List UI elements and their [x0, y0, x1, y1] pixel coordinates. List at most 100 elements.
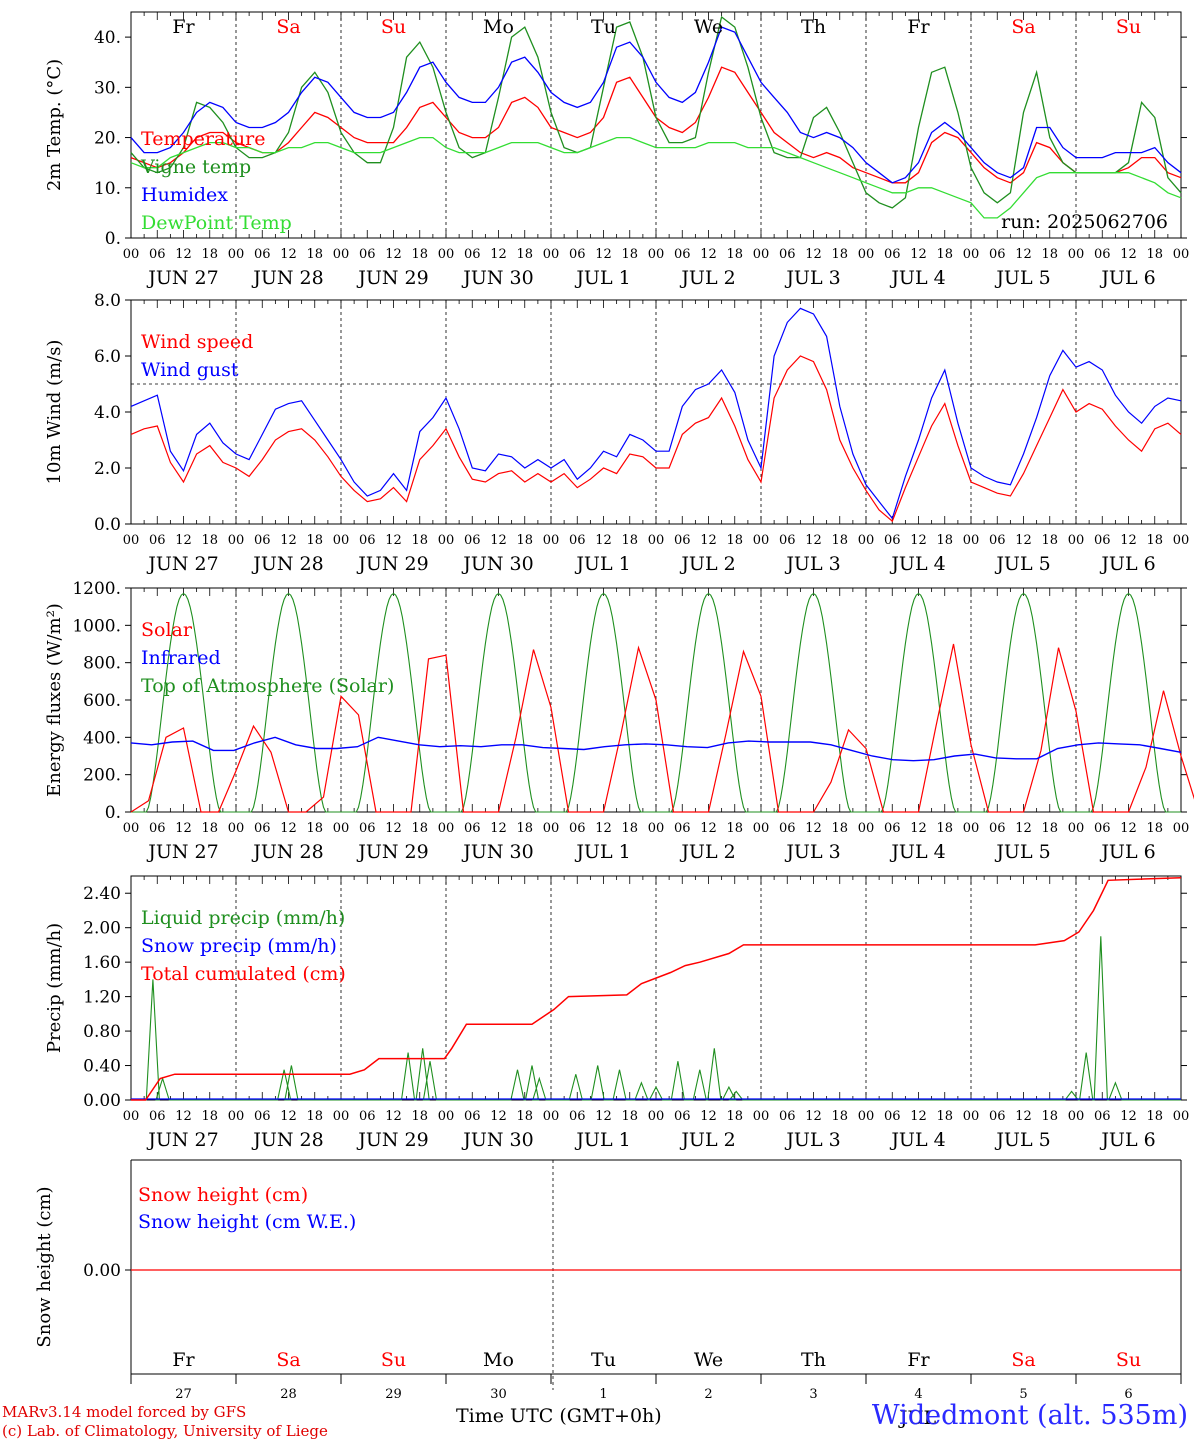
series-line — [130, 643, 1194, 813]
day-number: 3 — [809, 1387, 817, 1402]
weekday-label: We — [694, 1349, 723, 1371]
y-tick-label: 2.0 — [94, 459, 121, 479]
y-tick-label: 1000. — [72, 616, 121, 636]
weekday-label: Fr — [907, 16, 930, 38]
date-label: JUN 27 — [146, 267, 218, 289]
series-line — [130, 136, 1182, 219]
hour-tick-label: 00 — [963, 247, 980, 262]
hour-tick-label: 18 — [1041, 821, 1058, 836]
panel-frame-1 — [130, 299, 1182, 525]
date-label: JUL 4 — [889, 553, 945, 575]
day-number: 30 — [490, 1387, 507, 1402]
hour-tick-label: 00 — [333, 1109, 350, 1124]
date-label: JUN 30 — [461, 267, 533, 289]
date-label: JUL 1 — [574, 267, 630, 289]
hour-tick-label: 06 — [149, 1109, 166, 1124]
hour-tick-label: 18 — [516, 533, 533, 548]
date-label: JUL 1 — [574, 1129, 630, 1151]
hour-tick-label: 18 — [201, 533, 218, 548]
legend-entry: Snow height (cm) — [138, 1184, 308, 1206]
y-tick-label: 0. — [105, 229, 121, 249]
hour-tick-label: 18 — [726, 533, 743, 548]
y-axis-label: 10m Wind (m/s) — [44, 340, 65, 485]
hour-tick-label: 18 — [831, 1109, 848, 1124]
hour-tick-label: 06 — [149, 533, 166, 548]
date-label: JUL 3 — [784, 267, 840, 289]
series-line — [130, 26, 1182, 184]
hour-tick-label: 12 — [175, 533, 192, 548]
series-line — [130, 355, 1182, 523]
hour-tick-label: 18 — [411, 821, 428, 836]
hour-tick-label: 12 — [910, 821, 927, 836]
date-label: JUL 5 — [994, 1129, 1050, 1151]
hour-tick-label: 18 — [306, 533, 323, 548]
day-number: 6 — [1124, 1387, 1132, 1402]
hour-tick-label: 06 — [359, 1109, 376, 1124]
hour-tick-label: 06 — [464, 821, 481, 836]
hour-tick-label: 12 — [1120, 247, 1137, 262]
weekday-label: Su — [1116, 16, 1141, 38]
hour-tick-label: 18 — [726, 1109, 743, 1124]
y-tick-label: 400. — [83, 728, 121, 748]
y-tick-label: 8.0 — [94, 291, 121, 311]
hour-tick-label: 00 — [858, 247, 875, 262]
legend-entry: Solar — [141, 619, 193, 641]
hour-tick-label: 06 — [569, 821, 586, 836]
hour-tick-label: 12 — [1015, 821, 1032, 836]
legend-entry: DewPoint Temp — [141, 212, 292, 234]
hour-tick-label: 12 — [700, 1109, 717, 1124]
hour-tick-label: 06 — [779, 247, 796, 262]
hour-tick-label: 00 — [123, 821, 140, 836]
hour-tick-label: 18 — [201, 821, 218, 836]
weekday-label: Su — [381, 1349, 406, 1371]
hour-tick-label: 12 — [700, 821, 717, 836]
hour-tick-label: 06 — [359, 821, 376, 836]
hour-tick-label: 18 — [831, 247, 848, 262]
hour-tick-label: 06 — [989, 247, 1006, 262]
hour-tick-label: 12 — [910, 247, 927, 262]
hour-tick-label: 18 — [516, 1109, 533, 1124]
hour-tick-label: 18 — [306, 821, 323, 836]
date-label: JUL 4 — [889, 1129, 945, 1151]
y-axis-label: Energy fluxes (W/m²) — [44, 603, 65, 797]
series-line — [130, 307, 1182, 520]
date-label: JUL 6 — [1099, 267, 1155, 289]
location-label: Widedmont (alt. 535m) — [871, 1400, 1188, 1431]
hour-tick-label: 12 — [385, 533, 402, 548]
hour-tick-label: 12 — [1120, 1109, 1137, 1124]
hour-tick-label: 00 — [543, 247, 560, 262]
hour-tick-label: 18 — [1146, 247, 1163, 262]
hour-tick-label: 00 — [753, 821, 770, 836]
hour-tick-label: 00 — [858, 533, 875, 548]
hour-tick-label: 00 — [438, 533, 455, 548]
hour-tick-label: 06 — [149, 247, 166, 262]
weekday-label: Fr — [172, 16, 195, 38]
date-label: JUL 4 — [889, 841, 945, 863]
hour-tick-label: 18 — [306, 1109, 323, 1124]
hour-tick-label: 00 — [963, 821, 980, 836]
legend-entry: Wind speed — [141, 331, 253, 353]
date-label: JUL 5 — [994, 841, 1050, 863]
y-tick-label: 20. — [94, 129, 121, 149]
hour-tick-label: 06 — [674, 1109, 691, 1124]
hour-tick-label: 00 — [333, 533, 350, 548]
hour-tick-label: 18 — [621, 1109, 638, 1124]
footer-lab: (c) Lab. of Climatology, University of L… — [2, 1422, 328, 1440]
legend-entry: Snow height (cm W.E.) — [138, 1211, 356, 1233]
date-label: JUN 30 — [461, 553, 533, 575]
y-tick-label: 1.60 — [83, 953, 121, 973]
weekday-label: Su — [1116, 1349, 1141, 1371]
hour-tick-label: 12 — [1120, 821, 1137, 836]
hour-tick-label: 18 — [936, 821, 953, 836]
series-line — [130, 736, 1182, 762]
hour-tick-label: 00 — [753, 247, 770, 262]
date-label: JUL 5 — [994, 553, 1050, 575]
hour-tick-label: 18 — [201, 247, 218, 262]
day-number: 28 — [280, 1387, 297, 1402]
hour-tick-label: 18 — [1146, 1109, 1163, 1124]
hour-tick-label: 12 — [805, 821, 822, 836]
weekday-label: We — [694, 16, 723, 38]
hour-tick-label: 00 — [1173, 533, 1190, 548]
hour-tick-label: 06 — [254, 1109, 271, 1124]
